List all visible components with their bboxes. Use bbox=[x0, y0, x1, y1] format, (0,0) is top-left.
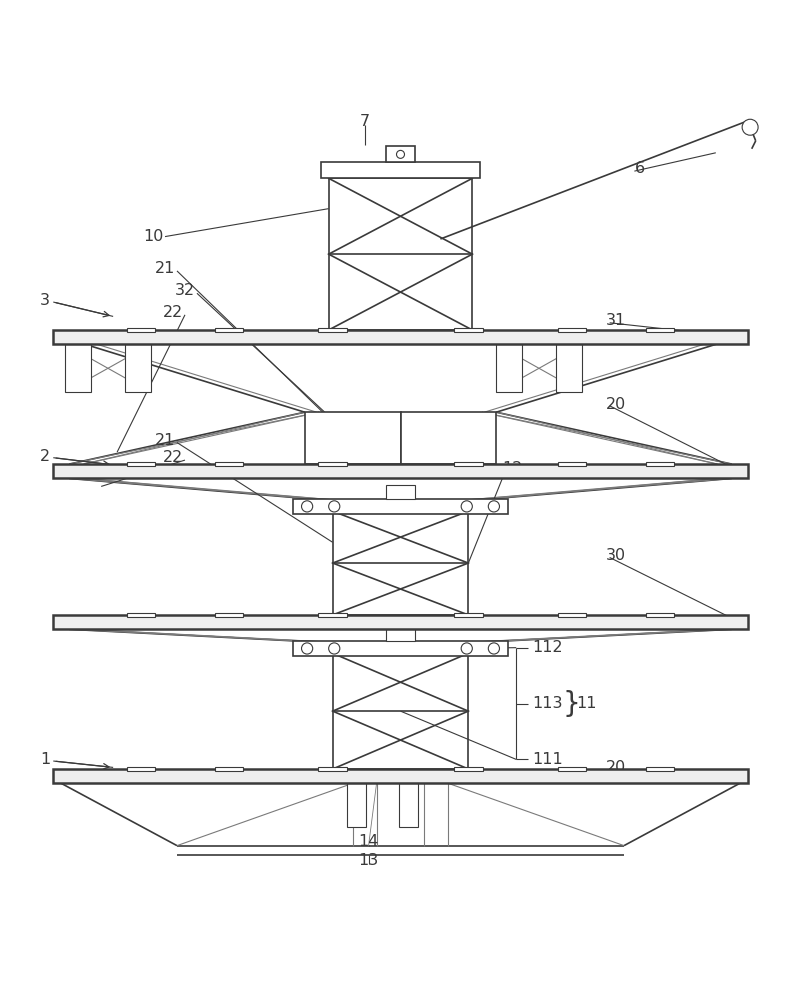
Circle shape bbox=[328, 501, 340, 512]
Text: 7: 7 bbox=[360, 114, 369, 129]
Text: 21: 21 bbox=[155, 433, 175, 448]
Text: 21: 21 bbox=[155, 261, 175, 276]
Text: 10: 10 bbox=[143, 229, 163, 244]
Text: 113: 113 bbox=[532, 696, 563, 711]
Bar bbox=[497, 344, 521, 392]
Text: 31: 31 bbox=[606, 313, 626, 328]
Circle shape bbox=[489, 643, 500, 654]
Bar bbox=[557, 462, 586, 466]
Bar bbox=[400, 412, 497, 464]
Circle shape bbox=[489, 501, 500, 512]
Bar bbox=[454, 462, 483, 466]
Text: 3: 3 bbox=[40, 293, 50, 308]
Bar bbox=[54, 330, 747, 344]
Circle shape bbox=[743, 119, 758, 135]
Text: }: } bbox=[562, 690, 580, 718]
Bar bbox=[318, 462, 347, 466]
Text: 22: 22 bbox=[163, 305, 183, 320]
Bar bbox=[318, 328, 347, 332]
Bar bbox=[292, 499, 509, 514]
Bar bbox=[54, 615, 747, 629]
Bar bbox=[54, 769, 747, 783]
Bar bbox=[347, 783, 366, 827]
Text: 12: 12 bbox=[502, 461, 522, 476]
Text: 14: 14 bbox=[358, 834, 379, 849]
Bar bbox=[127, 462, 155, 466]
Circle shape bbox=[301, 501, 312, 512]
Bar bbox=[215, 613, 244, 617]
Bar bbox=[65, 344, 91, 392]
Bar bbox=[215, 328, 244, 332]
Text: 22: 22 bbox=[163, 450, 183, 465]
Text: 32: 32 bbox=[175, 283, 195, 298]
Text: 6: 6 bbox=[635, 161, 645, 176]
Text: 20: 20 bbox=[606, 397, 626, 412]
Bar bbox=[127, 613, 155, 617]
Bar bbox=[304, 412, 400, 464]
Text: 2: 2 bbox=[40, 449, 50, 464]
Bar bbox=[125, 344, 151, 392]
Bar bbox=[54, 464, 747, 478]
Bar bbox=[557, 767, 586, 771]
Circle shape bbox=[396, 150, 405, 158]
Bar bbox=[127, 328, 155, 332]
Circle shape bbox=[328, 643, 340, 654]
Bar bbox=[215, 462, 244, 466]
Text: 111: 111 bbox=[532, 752, 563, 767]
Bar bbox=[386, 485, 415, 499]
Bar bbox=[454, 328, 483, 332]
Bar bbox=[454, 767, 483, 771]
Text: 20: 20 bbox=[606, 760, 626, 775]
Text: 30: 30 bbox=[606, 548, 626, 563]
Bar bbox=[399, 783, 418, 827]
Bar bbox=[646, 328, 674, 332]
Bar bbox=[454, 613, 483, 617]
Bar bbox=[215, 767, 244, 771]
Text: 112: 112 bbox=[532, 640, 563, 655]
Circle shape bbox=[301, 643, 312, 654]
Bar bbox=[332, 653, 469, 769]
Bar bbox=[292, 641, 509, 656]
Text: 1: 1 bbox=[40, 752, 50, 767]
Bar bbox=[127, 767, 155, 771]
Circle shape bbox=[461, 501, 473, 512]
Bar bbox=[320, 162, 481, 178]
Bar bbox=[386, 627, 415, 641]
Bar bbox=[318, 613, 347, 617]
Bar bbox=[646, 767, 674, 771]
Bar bbox=[646, 613, 674, 617]
Bar bbox=[328, 178, 473, 330]
Bar bbox=[332, 511, 469, 615]
Text: 13: 13 bbox=[358, 853, 379, 868]
Bar bbox=[556, 344, 582, 392]
Circle shape bbox=[461, 643, 473, 654]
Bar bbox=[557, 328, 586, 332]
Text: 11: 11 bbox=[576, 696, 597, 711]
Bar bbox=[318, 767, 347, 771]
Bar bbox=[386, 146, 415, 162]
Bar bbox=[646, 462, 674, 466]
Bar bbox=[557, 613, 586, 617]
